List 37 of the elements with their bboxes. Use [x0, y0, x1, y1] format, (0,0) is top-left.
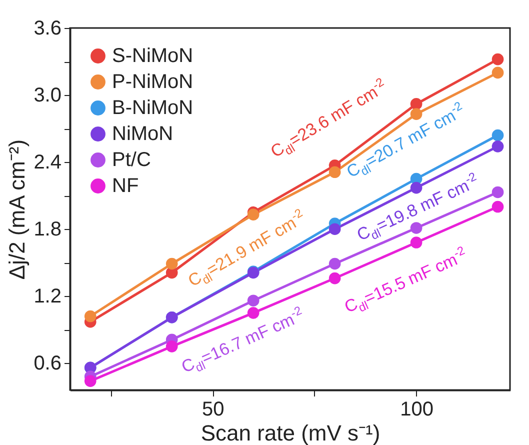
point [328, 272, 341, 284]
y-tick-label: 2.4 [34, 152, 62, 174]
point [247, 208, 260, 220]
x-tick-label: 50 [202, 398, 224, 420]
point [410, 108, 422, 120]
legend-label: S-NiMoN [112, 45, 194, 67]
point [84, 375, 96, 387]
legend-label: Pt/C [112, 149, 151, 171]
legend-label: P-NiMoN [112, 71, 194, 93]
point [410, 98, 422, 110]
y-tick-label: 1.2 [34, 286, 62, 308]
point [492, 53, 504, 66]
legend-label: NiMoN [112, 123, 174, 145]
y-tick-label: 3.0 [34, 84, 62, 107]
y-tick-label: 3.6 [34, 18, 62, 40]
point [247, 294, 260, 307]
legend-label: NF [112, 175, 139, 197]
y-tick-label: 0.6 [34, 352, 62, 375]
point [410, 182, 422, 194]
point [328, 223, 341, 236]
point [247, 307, 260, 319]
point [492, 186, 504, 198]
point [166, 258, 178, 270]
legend-label: B-NiMoN [112, 97, 194, 119]
point [492, 140, 504, 152]
point [492, 200, 504, 213]
point [166, 340, 178, 352]
point [328, 258, 341, 270]
x-axis-title: Scan rate (mV s⁻¹) [200, 420, 380, 445]
point [328, 166, 341, 178]
x-tick-label: 100 [400, 398, 434, 420]
point [492, 66, 504, 79]
y-tick-label: 1.8 [34, 218, 62, 241]
y-axis-title: Δj/2 (mA cm⁻²) [4, 139, 30, 280]
point [410, 236, 422, 248]
point [84, 310, 96, 322]
point [492, 129, 504, 142]
